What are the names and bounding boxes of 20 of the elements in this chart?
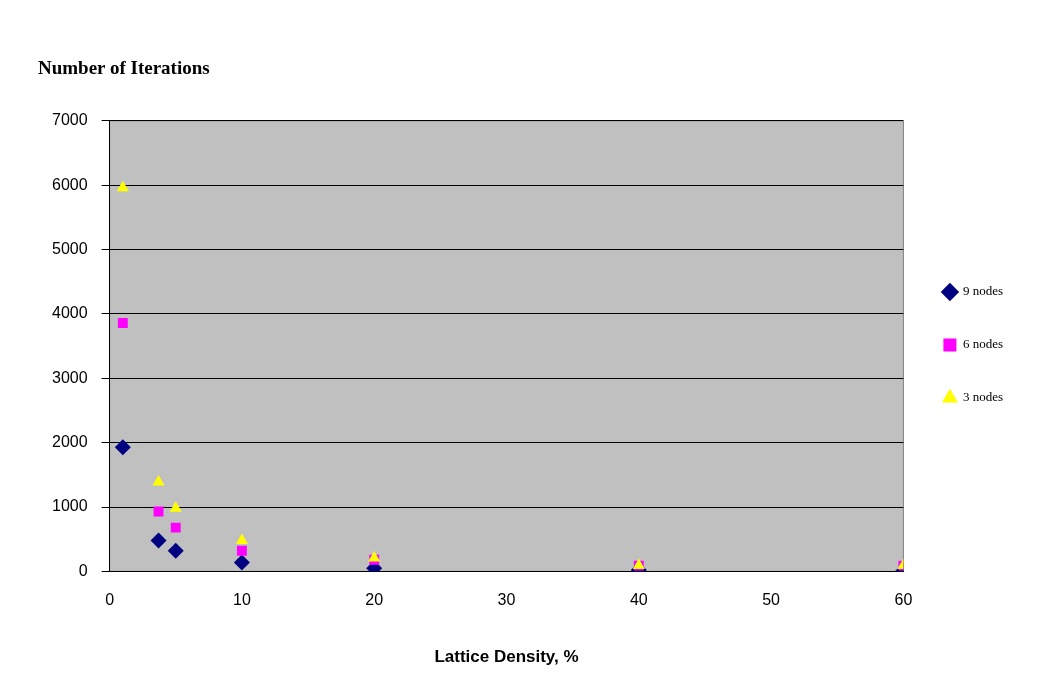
y-tick-label: 3000 [52, 368, 88, 386]
y-tick-label: 0 [78, 561, 88, 579]
y-tick-label: 1000 [52, 497, 88, 515]
y-tick-label: 2000 [52, 433, 88, 451]
legend-label: 9 nodes [962, 283, 1004, 299]
legend-label: 6 nodes [962, 336, 1004, 352]
x-tick-label: 0 [105, 591, 115, 609]
x-tick-label: 30 [497, 591, 516, 609]
x-tick-label: 60 [894, 591, 913, 609]
x-tick-label: 50 [762, 591, 781, 609]
legend-label: 3 nodes [962, 389, 1004, 405]
x-tick-label: 20 [365, 591, 384, 609]
y-tick-label: 4000 [52, 304, 88, 322]
chart-title: Number of Iterations [38, 57, 210, 79]
x-axis-title: Lattice Density, % [434, 647, 579, 667]
y-tick-label: 6000 [52, 175, 88, 193]
x-tick-label: 10 [233, 591, 251, 609]
y-tick-label: 7000 [52, 111, 88, 129]
x-tick-label: 40 [629, 591, 648, 609]
y-tick-label: 5000 [52, 239, 88, 257]
